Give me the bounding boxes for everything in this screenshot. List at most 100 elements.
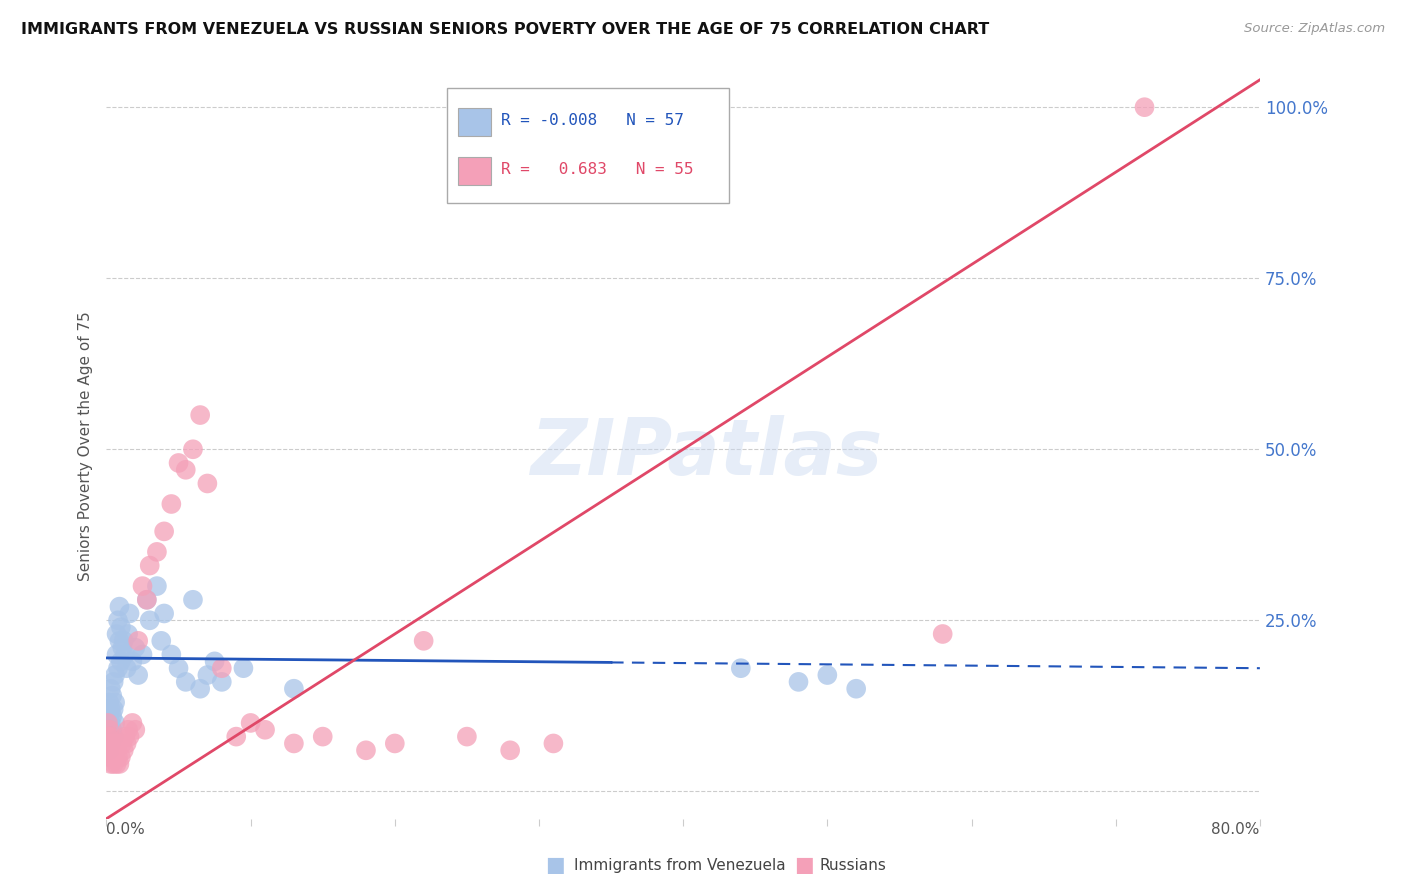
Point	[931, 627, 953, 641]
Point	[100, 702, 122, 716]
Point	[108, 756, 131, 771]
Point	[100, 715, 122, 730]
Point	[105, 627, 128, 641]
Point	[254, 723, 277, 737]
Point	[104, 668, 127, 682]
Point	[160, 497, 183, 511]
Point	[104, 750, 127, 764]
Point	[100, 756, 122, 771]
Point	[98, 743, 121, 757]
Point	[115, 661, 138, 675]
Point	[499, 743, 522, 757]
Point	[181, 592, 204, 607]
Point	[135, 592, 157, 607]
Point	[174, 674, 197, 689]
Text: 80.0%: 80.0%	[1212, 822, 1260, 837]
Point	[108, 633, 131, 648]
Point	[105, 648, 128, 662]
Point	[150, 633, 173, 648]
Point	[101, 750, 124, 764]
Point	[98, 723, 121, 737]
Point	[97, 730, 120, 744]
Point	[124, 640, 146, 655]
Point	[107, 613, 129, 627]
Text: Russians: Russians	[820, 858, 887, 872]
Point	[104, 736, 127, 750]
Point	[197, 476, 219, 491]
Point	[121, 654, 143, 668]
Point	[167, 456, 190, 470]
Point	[104, 715, 127, 730]
Point	[354, 743, 377, 757]
Point	[160, 648, 183, 662]
Point	[110, 654, 132, 668]
Point	[101, 723, 124, 737]
Text: 0.0%: 0.0%	[107, 822, 145, 837]
Point	[97, 715, 120, 730]
Point	[108, 599, 131, 614]
Point	[135, 592, 157, 607]
Point	[103, 674, 125, 689]
Point	[112, 743, 135, 757]
Point	[103, 756, 125, 771]
Point	[98, 709, 121, 723]
Point	[104, 695, 127, 709]
Point	[283, 736, 305, 750]
Point	[787, 674, 810, 689]
Point	[97, 715, 120, 730]
Point	[115, 736, 138, 750]
Point	[114, 730, 136, 744]
Point	[225, 730, 247, 744]
Point	[730, 661, 752, 675]
Point	[204, 654, 226, 668]
Point	[103, 743, 125, 757]
Point	[103, 702, 125, 716]
Point	[127, 633, 149, 648]
Point	[121, 715, 143, 730]
Point	[412, 633, 434, 648]
Point	[110, 750, 132, 764]
Text: Immigrants from Venezuela: Immigrants from Venezuela	[574, 858, 786, 872]
FancyBboxPatch shape	[447, 88, 730, 203]
Point	[131, 579, 153, 593]
Point	[98, 736, 121, 750]
Point	[114, 648, 136, 662]
Point	[124, 723, 146, 737]
Point	[845, 681, 868, 696]
Point	[100, 730, 122, 744]
Point	[167, 661, 190, 675]
Point	[197, 668, 219, 682]
Point	[211, 661, 233, 675]
Point	[107, 750, 129, 764]
Point	[111, 640, 134, 655]
Point	[239, 715, 262, 730]
Point	[117, 627, 139, 641]
Point	[118, 730, 141, 744]
Point	[153, 524, 176, 539]
Point	[111, 736, 134, 750]
Point	[117, 723, 139, 737]
Text: ■: ■	[546, 855, 565, 875]
Point	[146, 545, 169, 559]
Text: IMMIGRANTS FROM VENEZUELA VS RUSSIAN SENIORS POVERTY OVER THE AGE OF 75 CORRELAT: IMMIGRANTS FROM VENEZUELA VS RUSSIAN SEN…	[21, 22, 990, 37]
Point	[97, 730, 120, 744]
Point	[211, 674, 233, 689]
Text: R =   0.683   N = 55: R = 0.683 N = 55	[501, 161, 693, 177]
Point	[112, 633, 135, 648]
Point	[107, 736, 129, 750]
Point	[146, 579, 169, 593]
Point	[98, 750, 121, 764]
Point	[188, 408, 211, 422]
Point	[815, 668, 838, 682]
Point	[101, 736, 124, 750]
Point	[100, 681, 122, 696]
Y-axis label: Seniors Poverty Over the Age of 75: Seniors Poverty Over the Age of 75	[79, 311, 93, 581]
Point	[138, 558, 160, 573]
Text: ZIPatlas: ZIPatlas	[530, 416, 883, 491]
Point	[97, 702, 120, 716]
Point	[127, 668, 149, 682]
Point	[105, 756, 128, 771]
Text: R = -0.008   N = 57: R = -0.008 N = 57	[501, 113, 683, 128]
Point	[105, 743, 128, 757]
FancyBboxPatch shape	[458, 108, 491, 136]
